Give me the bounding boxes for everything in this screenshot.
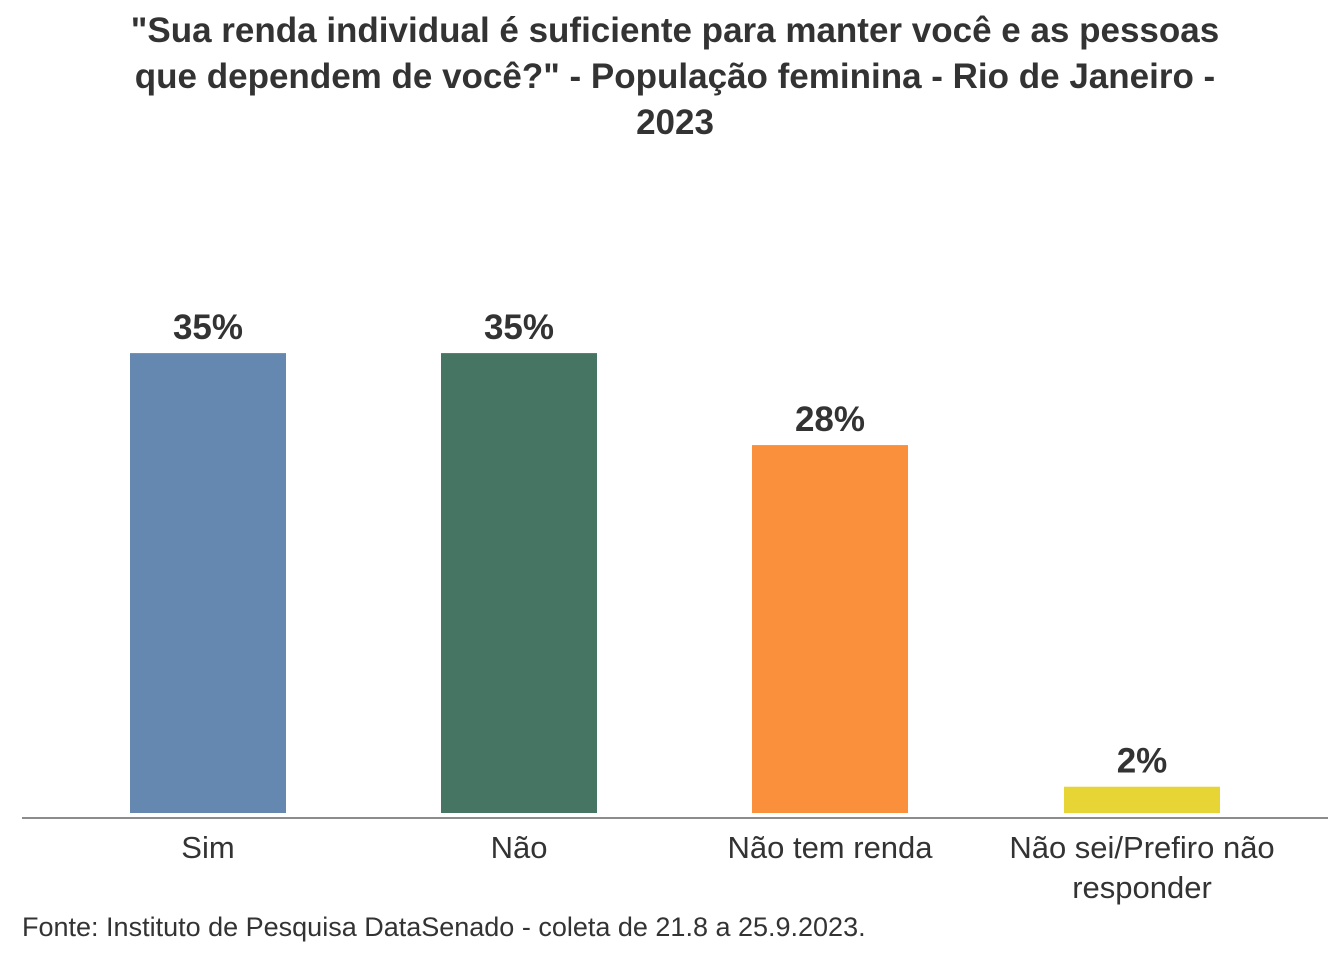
value-label-3: 28% bbox=[795, 400, 865, 439]
category-label-1: Sim bbox=[181, 830, 234, 865]
source-note: Fonte: Instituto de Pesquisa DataSenado … bbox=[22, 912, 866, 942]
value-label-1: 35% bbox=[173, 308, 243, 347]
bar-1 bbox=[130, 353, 286, 813]
category-label-4: Não sei/Prefiro não responder bbox=[1009, 830, 1274, 905]
bar-3 bbox=[752, 445, 908, 813]
value-labels-group: 35% 35% 28% 2% bbox=[173, 308, 1167, 781]
value-label-4: 2% bbox=[1117, 742, 1168, 781]
bar-chart: 35% 35% 28% 2% Sim Não Não tem renda Não sei/P… bbox=[22, 308, 1328, 905]
category-labels-group: Sim Não Não tem renda Não sei/Prefiro não re… bbox=[181, 830, 1274, 905]
bar-4 bbox=[1064, 786, 1220, 813]
bars-group bbox=[130, 353, 1220, 813]
category-label-2: Não bbox=[491, 830, 548, 865]
chart-title: "Sua renda individual é suficiente para … bbox=[130, 11, 1220, 142]
value-label-2: 35% bbox=[484, 308, 554, 347]
bar-2 bbox=[441, 353, 597, 813]
category-label-3: Não tem renda bbox=[727, 830, 933, 865]
